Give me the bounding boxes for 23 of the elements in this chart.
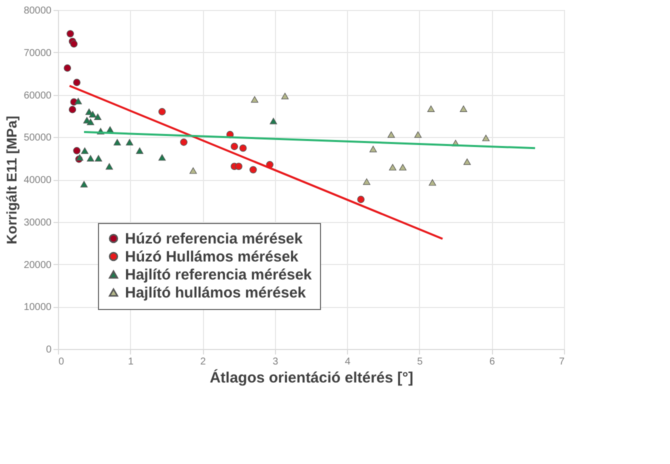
y-tick-label: 10000 xyxy=(24,302,52,314)
x-tick-label: 6 xyxy=(489,356,496,368)
y-axis-title: Korrigált E11 [MPa] xyxy=(4,116,20,244)
x-tick-label: 3 xyxy=(272,356,279,368)
y-tick-label: 20000 xyxy=(24,260,52,271)
x-tick-label: 1 xyxy=(128,356,134,368)
legend-label: Húzó referencia mérések xyxy=(125,230,304,248)
y-tick-label: 70000 xyxy=(24,48,52,59)
x-tick-label: 2 xyxy=(200,356,206,368)
y-tick-label: 30000 xyxy=(24,217,52,228)
legend-label: Húzó Hullámos mérések xyxy=(125,248,300,266)
legend-label: Hajlító hullámos mérések xyxy=(125,284,307,302)
x-tick-label: 0 xyxy=(58,356,64,368)
x-tick-label: 5 xyxy=(417,356,424,368)
x-tick-label: 4 xyxy=(344,356,351,368)
y-tick-label: 80000 xyxy=(24,6,52,16)
y-tick-label: 60000 xyxy=(24,90,52,102)
legend-label: Hajlító referencia mérések xyxy=(125,266,312,284)
y-tick-label: 50000 xyxy=(24,132,52,144)
y-tick-label: 0 xyxy=(46,344,52,356)
x-axis-title: Átlagos orientáció eltérés [°] xyxy=(210,368,414,386)
y-tick-label: 40000 xyxy=(24,175,52,186)
x-tick-label: 7 xyxy=(558,356,565,368)
